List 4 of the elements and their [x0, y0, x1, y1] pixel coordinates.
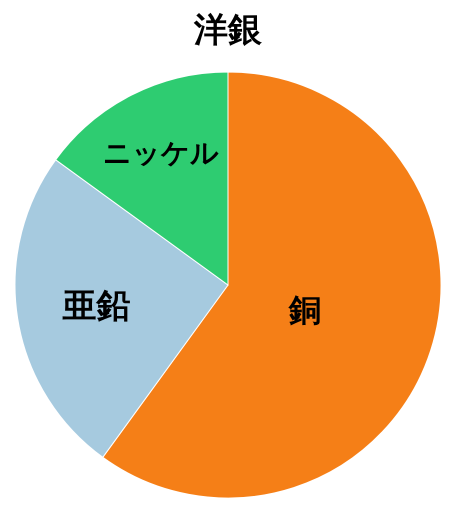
chart-title: 洋銀 — [193, 10, 263, 50]
slice-label: 亜鉛 — [62, 286, 131, 326]
slice-label: 銅 — [288, 291, 321, 330]
slice-label: ニッケル — [102, 136, 219, 170]
